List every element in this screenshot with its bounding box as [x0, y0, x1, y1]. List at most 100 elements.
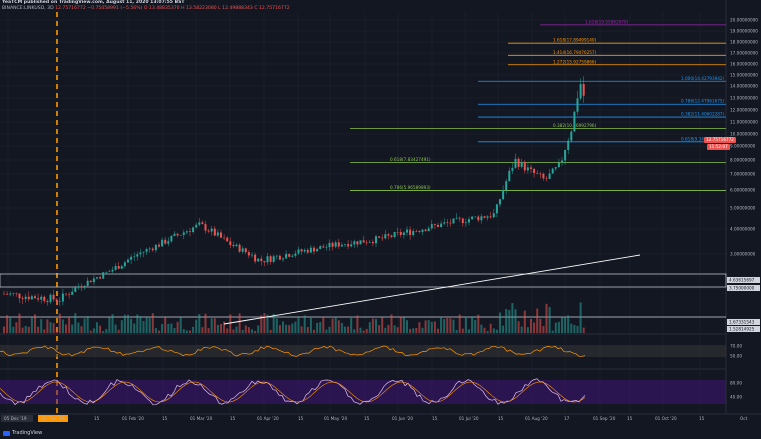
candle-body — [192, 227, 195, 232]
main-pane[interactable] — [0, 12, 726, 334]
candle-body — [148, 248, 151, 250]
candle-body — [551, 168, 554, 174]
volume-bar — [49, 322, 52, 333]
volume-bar — [452, 319, 455, 333]
candle-body — [92, 278, 95, 283]
candle-body — [105, 271, 108, 273]
volume-bar — [285, 324, 288, 333]
volume-bar — [6, 315, 9, 333]
volume-bar — [381, 317, 384, 333]
candle-body — [561, 160, 563, 163]
price-tick-label: 6.00000000 — [730, 188, 756, 193]
volume-bar — [201, 327, 204, 333]
volume-bar — [15, 322, 18, 333]
candle-body — [282, 258, 284, 260]
volume-bar — [402, 317, 405, 333]
candle-body — [139, 252, 142, 255]
candle-body — [269, 256, 272, 262]
volume-bar — [390, 314, 393, 333]
volume-bar — [257, 325, 260, 333]
volume-bar — [117, 329, 120, 333]
candle-body — [306, 249, 309, 253]
volume-bar — [189, 330, 191, 333]
candle-body — [365, 242, 368, 244]
price-tick-label: 9.00000000 — [730, 144, 756, 149]
time-tick-label: 15 — [364, 416, 370, 421]
candle-body — [30, 296, 33, 300]
candle-body — [43, 296, 46, 302]
candle-body — [483, 216, 486, 218]
candle-body — [511, 167, 514, 171]
candle-body — [415, 230, 418, 232]
candle-body — [461, 218, 464, 224]
volume-bar — [3, 326, 5, 333]
volume-bar — [455, 329, 458, 333]
price-tick-label: 10.00000000 — [730, 132, 758, 137]
candle-body — [424, 229, 427, 232]
volume-bar — [573, 324, 576, 333]
candle-body — [399, 232, 402, 235]
volume-bar — [387, 324, 390, 333]
volume-bar — [359, 327, 362, 333]
volume-bar — [176, 321, 179, 333]
volume-bar — [18, 313, 21, 333]
volume-bar — [89, 330, 92, 333]
volume-bar — [353, 329, 356, 333]
candle-body — [207, 230, 210, 232]
volume-bar — [406, 320, 408, 333]
volume-bar — [433, 321, 436, 333]
candle-body — [508, 170, 511, 182]
time-tick-label: 05 Dec '19 — [4, 416, 27, 421]
time-axis[interactable]: 05 Dec '19 01 Dec '19 15 01 Feb '20 15 01 Mar… — [1, 415, 748, 422]
candle-body — [576, 98, 579, 112]
volume-bar — [539, 318, 542, 333]
ascending-trendline[interactable] — [223, 254, 641, 325]
volume-bar — [232, 329, 235, 333]
fib-level-label: 0.786(12.47961675) — [681, 99, 725, 104]
volume-bar — [111, 314, 114, 333]
volume-bar — [161, 323, 164, 333]
candle-body — [213, 228, 216, 236]
candle-body — [120, 266, 123, 269]
tradingview-logo[interactable]: TradingView — [3, 430, 42, 436]
price-axis[interactable]: 20.00000000 19.00000000 18.00000000 17.0000… — [727, 18, 760, 400]
candle-body — [356, 241, 359, 245]
candle-body — [471, 216, 474, 220]
symbol-label[interactable]: BINANCE:LINKUSD, 3D — [2, 6, 54, 11]
volume-bar — [430, 321, 433, 333]
volume-bar — [12, 326, 15, 333]
symbol-ohlc-line: BINANCE:LINKUSD, 3D 12.75716772 −0.75058… — [2, 6, 290, 11]
support-zone-upper[interactable] — [0, 273, 727, 288]
candle-body — [114, 266, 117, 270]
volume-bar — [570, 323, 573, 333]
volume-bar — [27, 326, 30, 333]
volume-bar — [371, 318, 374, 333]
volume-bar — [102, 330, 105, 333]
candle-body — [263, 260, 266, 263]
last-price: 12.75716772 — [55, 6, 86, 11]
volume-bar — [220, 323, 222, 333]
volume-bar — [282, 321, 284, 333]
volume-bar — [486, 330, 489, 333]
candle-body — [220, 232, 222, 238]
candle-body — [582, 84, 585, 96]
volume-bar — [235, 326, 238, 333]
volume-bar — [9, 316, 12, 333]
volume-bar — [492, 328, 495, 333]
volume-bar — [514, 309, 517, 333]
volume-bar — [421, 327, 424, 333]
volume-bar — [378, 325, 381, 333]
countdown-badge: 11:52:07 — [707, 144, 730, 150]
volume-bar — [499, 312, 501, 333]
time-tick-label: 15 — [162, 416, 168, 421]
volume-bar — [244, 325, 247, 333]
candle-body — [452, 218, 455, 224]
volume-bar — [399, 316, 402, 333]
volume-bar — [260, 315, 263, 333]
candle-body — [579, 84, 582, 99]
time-tick-label: 17 — [564, 416, 570, 421]
volume-bar — [247, 327, 250, 333]
volume-bar — [567, 315, 570, 333]
volume-bar — [130, 318, 133, 333]
